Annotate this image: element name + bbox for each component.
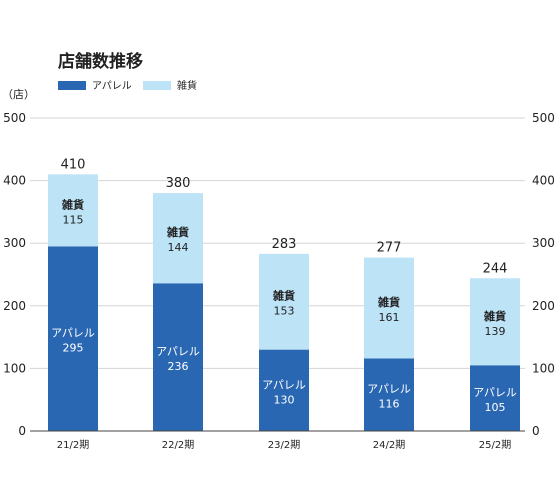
segment-name-zakka: 雑貨 bbox=[377, 295, 400, 309]
data-label-zakka: 161 bbox=[379, 311, 400, 324]
y-tick-label-right: 100 bbox=[532, 361, 555, 375]
bars: アパレル 295 雑貨 115 410 アパレル 236 雑貨 144 380 アパレル 130 雑貨 1… bbox=[48, 157, 520, 431]
x-tick-label: 23/2期 bbox=[268, 439, 300, 451]
bar-apparel bbox=[470, 365, 520, 431]
legend-swatch-apparel bbox=[58, 81, 86, 90]
bar-apparel bbox=[48, 246, 98, 431]
segment-name-zakka: 雑貨 bbox=[483, 309, 506, 323]
y-axis-right: 0 100 200 300 400 500 bbox=[532, 111, 555, 438]
segment-name-zakka: 雑貨 bbox=[61, 197, 84, 211]
legend-swatch-zakka bbox=[143, 81, 171, 90]
total-label: 244 bbox=[483, 261, 508, 276]
total-label: 277 bbox=[377, 241, 402, 256]
data-label-zakka: 115 bbox=[63, 213, 84, 226]
data-label-apparel: 130 bbox=[274, 393, 295, 406]
bar-apparel bbox=[364, 358, 414, 431]
gridlines bbox=[30, 117, 525, 369]
total-label: 410 bbox=[61, 157, 86, 172]
bar-apparel bbox=[259, 349, 309, 431]
x-axis: 21/2期 22/2期 23/2期 24/2期 25/2期 bbox=[57, 439, 511, 451]
y-tick-label-left: 500 bbox=[3, 111, 26, 125]
y-tick-label-right: 0 bbox=[532, 424, 540, 438]
bar-zakka bbox=[470, 278, 520, 366]
segment-name-apparel: アパレル bbox=[367, 383, 411, 396]
y-tick-label-right: 300 bbox=[532, 236, 555, 250]
segment-name-apparel: アパレル bbox=[51, 327, 95, 340]
data-label-apparel: 236 bbox=[168, 360, 189, 373]
legend-label-zakka: 雑貨 bbox=[177, 79, 197, 92]
segment-name-apparel: アパレル bbox=[156, 345, 200, 358]
y-axis-left: 0 100 200 300 400 500 bbox=[3, 111, 26, 438]
data-label-apparel: 295 bbox=[63, 342, 84, 355]
y-tick-label-left: 200 bbox=[3, 299, 26, 313]
y-tick-label-right: 400 bbox=[532, 174, 555, 188]
legend: アパレル 雑貨 bbox=[58, 79, 197, 92]
x-tick-label: 22/2期 bbox=[162, 439, 194, 451]
bar-zakka bbox=[48, 174, 98, 247]
data-label-zakka: 153 bbox=[274, 305, 295, 318]
y-tick-label-right: 200 bbox=[532, 299, 555, 313]
total-label: 283 bbox=[272, 237, 297, 252]
y-tick-label-left: 100 bbox=[3, 361, 26, 375]
x-tick-label: 21/2期 bbox=[57, 439, 89, 451]
bar-zakka bbox=[364, 257, 414, 359]
data-label-zakka: 139 bbox=[485, 325, 506, 338]
bar-zakka bbox=[259, 253, 309, 350]
segment-name-apparel: アパレル bbox=[262, 378, 306, 391]
bar-apparel bbox=[153, 283, 203, 431]
bar-zakka bbox=[153, 193, 203, 284]
total-label: 380 bbox=[166, 176, 191, 191]
segment-name-zakka: 雑貨 bbox=[272, 289, 295, 303]
x-tick-label: 25/2期 bbox=[479, 439, 511, 451]
data-label-zakka: 144 bbox=[168, 241, 189, 254]
chart-title: 店舗数推移 bbox=[58, 51, 143, 72]
y-tick-label-left: 0 bbox=[18, 424, 26, 438]
y-axis-unit-label: （店） bbox=[2, 87, 35, 101]
data-label-apparel: 116 bbox=[379, 398, 400, 411]
segment-name-apparel: アパレル bbox=[473, 386, 517, 399]
x-tick-label: 24/2期 bbox=[373, 439, 405, 451]
y-tick-label-left: 400 bbox=[3, 174, 26, 188]
y-tick-label-right: 500 bbox=[532, 111, 555, 125]
legend-label-apparel: アパレル bbox=[92, 80, 132, 92]
y-tick-label-left: 300 bbox=[3, 236, 26, 250]
data-label-apparel: 105 bbox=[485, 401, 506, 414]
segment-name-zakka: 雑貨 bbox=[166, 225, 189, 239]
